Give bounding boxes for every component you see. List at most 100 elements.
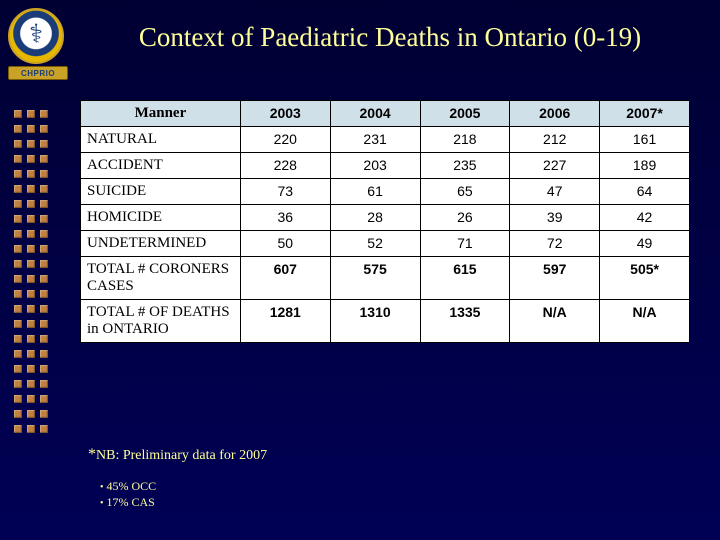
bullet-row xyxy=(14,215,48,223)
bullet-square-icon xyxy=(40,425,48,433)
subnote-line: •45% OCC xyxy=(100,478,156,494)
bullet-square-icon xyxy=(27,320,35,328)
bullet-row xyxy=(14,275,48,283)
bullet-square-icon xyxy=(40,275,48,283)
logo-ribbon: CHPRIO xyxy=(8,66,68,80)
row-label: UNDETERMINED xyxy=(81,231,241,257)
bullet-square-icon xyxy=(14,350,22,358)
bullet-dot-icon: • xyxy=(100,498,104,509)
bullet-square-icon xyxy=(14,365,22,373)
cell-value: 597 xyxy=(510,257,600,300)
cell-value: N/A xyxy=(510,300,600,343)
bullet-square-icon xyxy=(14,185,22,193)
bullet-square-icon xyxy=(14,245,22,253)
bullet-square-icon xyxy=(40,155,48,163)
cell-value: 28 xyxy=(330,205,420,231)
cell-value: 1281 xyxy=(240,300,330,343)
table-row: ACCIDENT228203235227189 xyxy=(81,153,690,179)
bullet-row xyxy=(14,335,48,343)
table-row: TOTAL # CORONERS CASES607575615597505* xyxy=(81,257,690,300)
bullet-square-icon xyxy=(40,305,48,313)
bullet-square-icon xyxy=(14,275,22,283)
subnotes: •45% OCC•17% CAS xyxy=(100,478,156,510)
bullet-square-icon xyxy=(27,305,35,313)
bullet-square-icon xyxy=(27,275,35,283)
bullet-square-icon xyxy=(27,185,35,193)
cell-value: 189 xyxy=(600,153,690,179)
bullet-row xyxy=(14,110,48,118)
cell-value: 231 xyxy=(330,127,420,153)
bullet-square-icon xyxy=(27,290,35,298)
bullet-square-icon xyxy=(14,380,22,388)
col-header-year: 2007* xyxy=(600,101,690,127)
cell-value: 161 xyxy=(600,127,690,153)
bullet-square-icon xyxy=(14,410,22,418)
cell-value: 39 xyxy=(510,205,600,231)
col-header-year: 2003 xyxy=(240,101,330,127)
bullet-row xyxy=(14,185,48,193)
logo-badge: ⚕ xyxy=(8,8,64,64)
cell-value: 72 xyxy=(510,231,600,257)
table-header-row: Manner 2003 2004 2005 2006 2007* xyxy=(81,101,690,127)
bullet-square-icon xyxy=(14,125,22,133)
cell-value: 1310 xyxy=(330,300,420,343)
bullet-dot-icon: • xyxy=(100,482,104,493)
bullet-square-icon xyxy=(14,215,22,223)
bullet-square-icon xyxy=(40,335,48,343)
data-table-container: Manner 2003 2004 2005 2006 2007* NATURAL… xyxy=(80,100,690,343)
bullet-square-icon xyxy=(14,230,22,238)
cell-value: 203 xyxy=(330,153,420,179)
cell-value: N/A xyxy=(600,300,690,343)
bullet-square-icon xyxy=(40,215,48,223)
bullet-row xyxy=(14,380,48,388)
bullet-row xyxy=(14,350,48,358)
bullet-square-icon xyxy=(40,110,48,118)
bullet-square-icon xyxy=(40,140,48,148)
bullet-row xyxy=(14,365,48,373)
cell-value: 228 xyxy=(240,153,330,179)
bullet-row xyxy=(14,410,48,418)
bullet-square-icon xyxy=(27,335,35,343)
cell-value: 52 xyxy=(330,231,420,257)
cell-value: 1335 xyxy=(420,300,510,343)
bullet-row xyxy=(14,155,48,163)
footnote-star: * xyxy=(88,446,96,463)
bullet-square-icon xyxy=(27,215,35,223)
cell-value: 227 xyxy=(510,153,600,179)
table-row: HOMICIDE3628263942 xyxy=(81,205,690,231)
bullet-square-icon xyxy=(14,170,22,178)
col-header-manner: Manner xyxy=(81,101,241,127)
bullet-square-icon xyxy=(40,350,48,358)
cell-value: 615 xyxy=(420,257,510,300)
bullet-row xyxy=(14,200,48,208)
decorative-bullets xyxy=(14,110,48,433)
bullet-square-icon xyxy=(14,110,22,118)
col-header-year: 2004 xyxy=(330,101,420,127)
row-label: NATURAL xyxy=(81,127,241,153)
table-row: NATURAL220231218212161 xyxy=(81,127,690,153)
bullet-square-icon xyxy=(40,380,48,388)
bullet-row xyxy=(14,230,48,238)
cell-value: 42 xyxy=(600,205,690,231)
table-row: TOTAL # OF DEATHS in ONTARIO128113101335… xyxy=(81,300,690,343)
bullet-square-icon xyxy=(40,260,48,268)
bullet-row xyxy=(14,140,48,148)
bullet-square-icon xyxy=(27,140,35,148)
table-row: UNDETERMINED5052717249 xyxy=(81,231,690,257)
bullet-square-icon xyxy=(14,290,22,298)
bullet-row xyxy=(14,395,48,403)
bullet-row xyxy=(14,305,48,313)
bullet-square-icon xyxy=(40,125,48,133)
bullet-square-icon xyxy=(27,365,35,373)
bullet-square-icon xyxy=(27,200,35,208)
subnote-line: •17% CAS xyxy=(100,494,156,510)
bullet-square-icon xyxy=(14,260,22,268)
bullet-square-icon xyxy=(27,425,35,433)
bullet-square-icon xyxy=(40,410,48,418)
bullet-square-icon xyxy=(40,365,48,373)
row-label: SUICIDE xyxy=(81,179,241,205)
bullet-row xyxy=(14,425,48,433)
cell-value: 65 xyxy=(420,179,510,205)
bullet-row xyxy=(14,125,48,133)
cell-value: 505* xyxy=(600,257,690,300)
